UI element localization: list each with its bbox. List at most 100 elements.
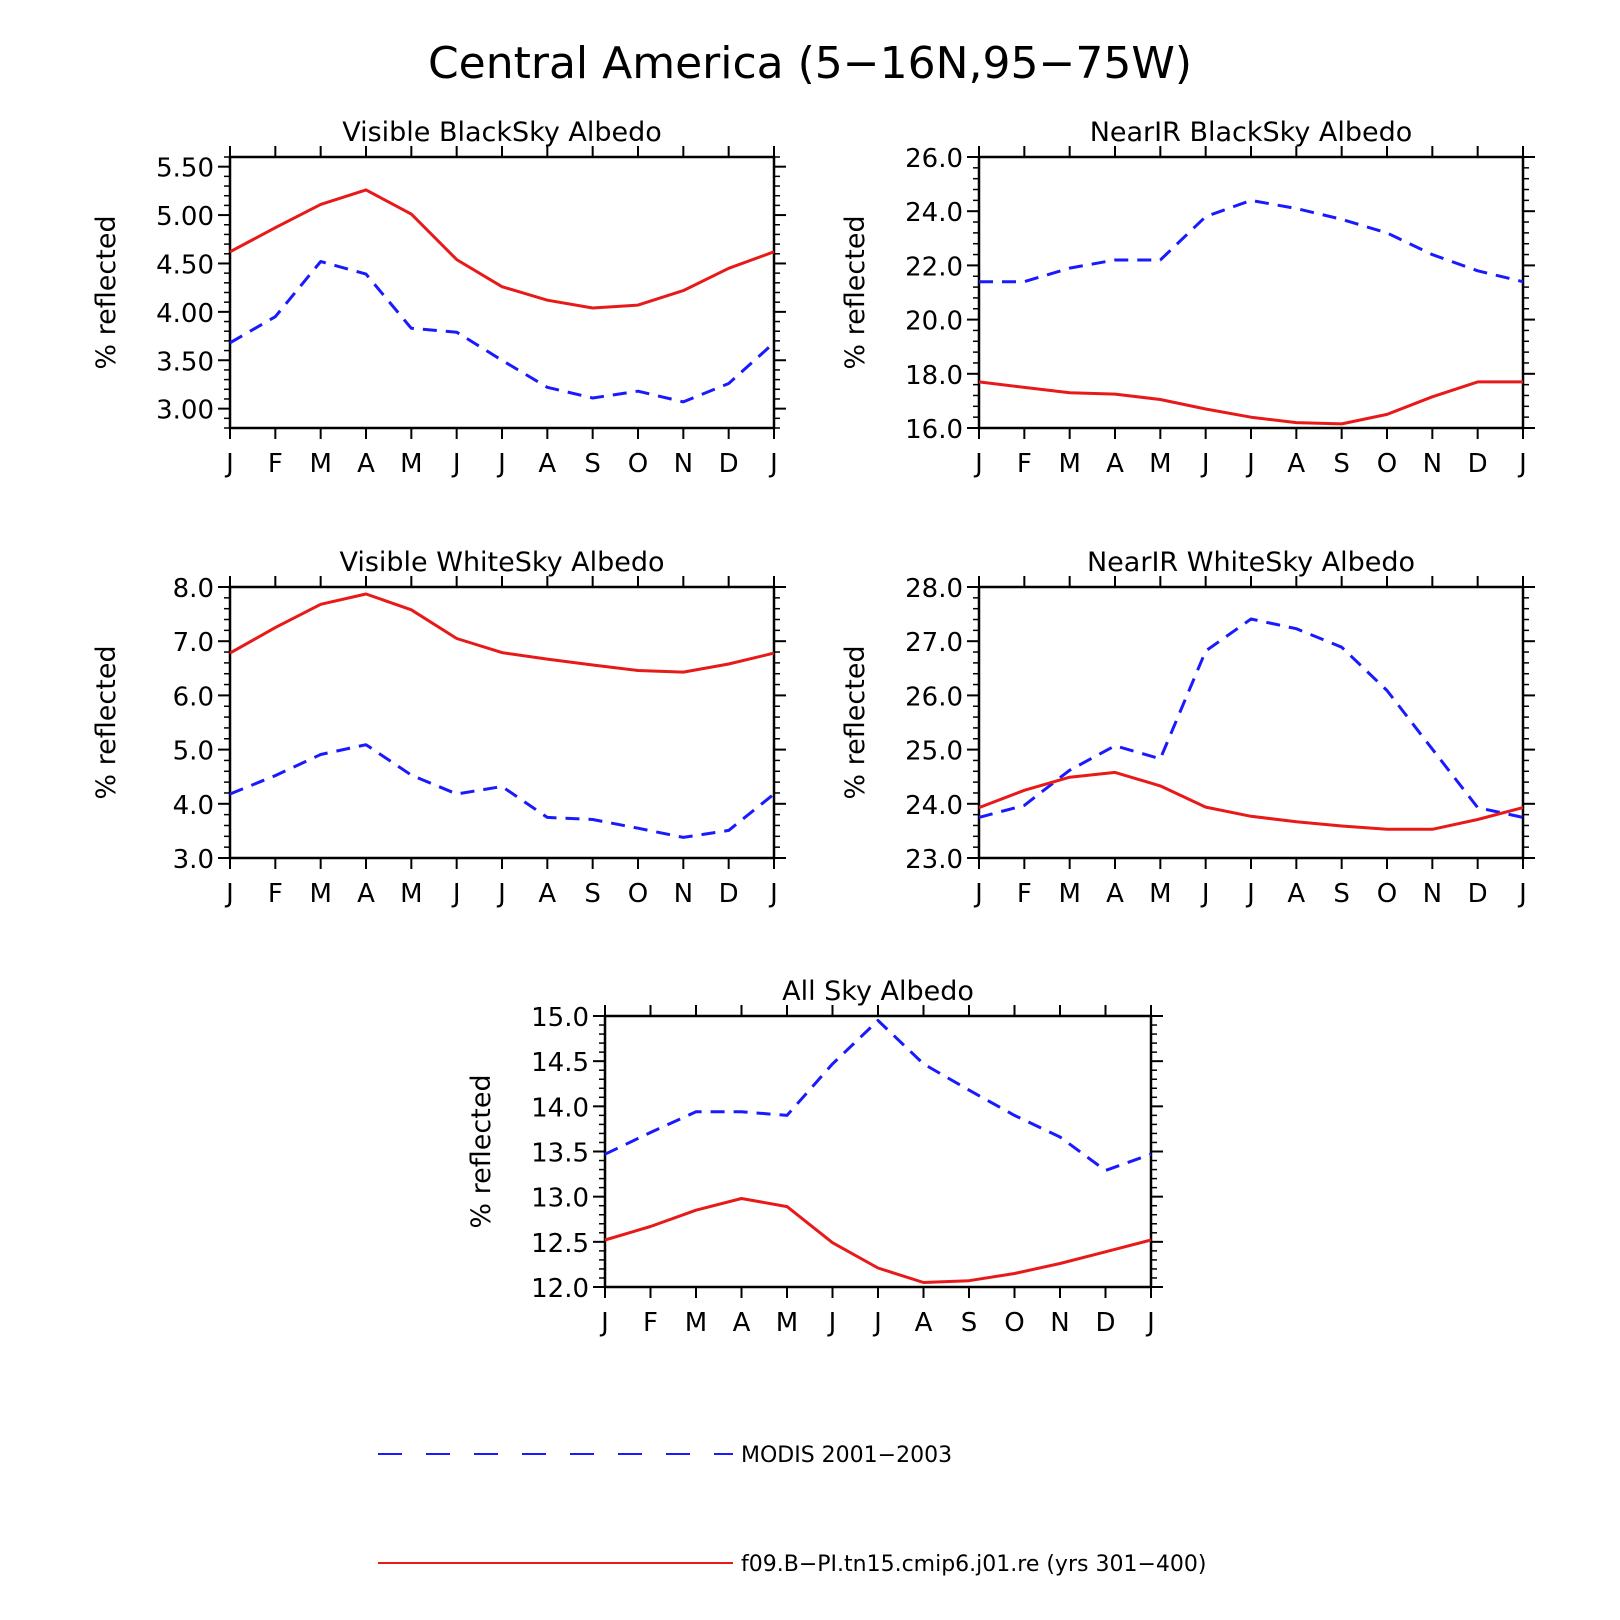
x-tick-label: A (357, 879, 375, 909)
y-tick-label: 14.0 (531, 1093, 589, 1123)
legend-label-modis: MODIS 2001−2003 (741, 1443, 952, 1468)
y-tick-label: 12.5 (531, 1229, 589, 1259)
panel-title: NearIR BlackSky Albedo (1090, 117, 1413, 148)
x-tick-label: O (628, 879, 648, 909)
y-tick-label: 6.0 (173, 682, 214, 712)
panel-title: Visible BlackSky Albedo (342, 117, 662, 148)
x-tick-label: M (309, 449, 331, 479)
y-tick-label: 4.0 (173, 791, 214, 821)
x-tick-label: S (584, 879, 601, 909)
x-tick-label: J (768, 449, 778, 479)
x-tick-label: J (973, 449, 983, 479)
x-tick-label: O (1004, 1308, 1024, 1338)
x-tick-label: M (400, 449, 422, 479)
series-line-modis (979, 198, 1524, 284)
x-tick-label: M (1058, 449, 1080, 479)
y-tick-label: 4.50 (156, 250, 214, 280)
y-tick-label: 26.0 (905, 144, 963, 174)
x-tick-label: O (1377, 879, 1397, 909)
x-tick-label: F (643, 1308, 658, 1338)
plot-frame (603, 1014, 1153, 1289)
x-tick-label: J (1517, 449, 1527, 479)
x-tick-label: J (224, 449, 234, 479)
x-tick-label: J (973, 879, 983, 909)
x-tick-label: J (451, 879, 461, 909)
x-tick-label: J (1200, 449, 1210, 479)
y-tick-label: 5.0 (173, 737, 214, 767)
x-tick-label: M (685, 1308, 707, 1338)
x-tick-label: N (1423, 879, 1442, 909)
x-tick-label: F (1017, 879, 1032, 909)
x-tick-label: N (674, 449, 693, 479)
x-tick-label: N (674, 879, 693, 909)
y-tick-label: 13.5 (531, 1139, 589, 1169)
x-tick-label: S (584, 449, 601, 479)
legend-label-model: f09.B−PI.tn15.cmip6.j01.re (yrs 301−400) (741, 1552, 1206, 1577)
y-tick-label: 24.0 (905, 198, 963, 228)
y-tick-label: 28.0 (905, 574, 963, 604)
x-tick-label: M (1149, 879, 1171, 909)
y-tick-label: 16.0 (905, 415, 963, 445)
series-line-model (978, 380, 1523, 426)
series-line-modis (978, 617, 1524, 819)
y-tick-label: 26.0 (905, 682, 963, 712)
y-tick-label: 23.0 (905, 845, 963, 875)
series-line-model (229, 188, 775, 310)
x-tick-label: N (1050, 1308, 1069, 1338)
y-tick-label: 12.0 (531, 1274, 589, 1304)
y-tick-label: 25.0 (905, 737, 963, 767)
y-tick-label: 15.0 (531, 1003, 589, 1033)
y-axis-label: % reflected (840, 215, 871, 369)
y-tick-label: 24.0 (905, 791, 963, 821)
panel-title: NearIR WhiteSky Albedo (1087, 547, 1415, 578)
x-tick-label: J (599, 1308, 609, 1338)
x-tick-label: J (1145, 1308, 1155, 1338)
series-line-modis (229, 260, 776, 404)
x-tick-label: J (1245, 449, 1255, 479)
x-tick-label: A (538, 879, 556, 909)
y-axis-label: % reflected (466, 1074, 497, 1228)
x-tick-label: M (1149, 449, 1171, 479)
x-tick-label: J (496, 449, 506, 479)
x-tick-label: J (496, 879, 506, 909)
x-tick-label: D (719, 879, 739, 909)
series-line-model (229, 592, 775, 674)
x-tick-label: M (776, 1308, 798, 1338)
x-tick-label: J (1200, 879, 1210, 909)
y-axis-label: % reflected (840, 645, 871, 799)
x-tick-label: S (1333, 449, 1350, 479)
x-tick-label: M (1058, 879, 1080, 909)
x-tick-label: D (1095, 1308, 1115, 1338)
plot-frame (228, 585, 776, 860)
x-tick-label: D (719, 449, 739, 479)
x-tick-label: D (1468, 449, 1488, 479)
y-tick-label: 4.00 (156, 299, 214, 329)
x-tick-label: J (827, 1308, 837, 1338)
x-tick-label: A (357, 449, 375, 479)
x-tick-label: A (733, 1308, 751, 1338)
series-line-model (978, 770, 1524, 831)
panel-title: Visible WhiteSky Albedo (339, 547, 664, 578)
x-tick-label: A (1106, 449, 1124, 479)
y-tick-label: 14.5 (531, 1048, 589, 1078)
y-tick-label: 18.0 (905, 361, 963, 391)
x-tick-label: A (538, 449, 556, 479)
series-line-model (604, 1197, 1152, 1284)
x-tick-label: J (451, 449, 461, 479)
x-tick-label: S (1333, 879, 1350, 909)
figure-title: Central America (5−16N,95−75W) (428, 38, 1192, 89)
x-tick-label: F (268, 449, 283, 479)
x-tick-label: F (1017, 449, 1032, 479)
x-tick-label: J (872, 1308, 882, 1338)
x-tick-label: D (1468, 879, 1488, 909)
y-tick-label: 5.50 (156, 154, 214, 184)
x-tick-label: J (768, 879, 778, 909)
plot-frame (977, 155, 1525, 430)
x-tick-label: J (1245, 879, 1255, 909)
